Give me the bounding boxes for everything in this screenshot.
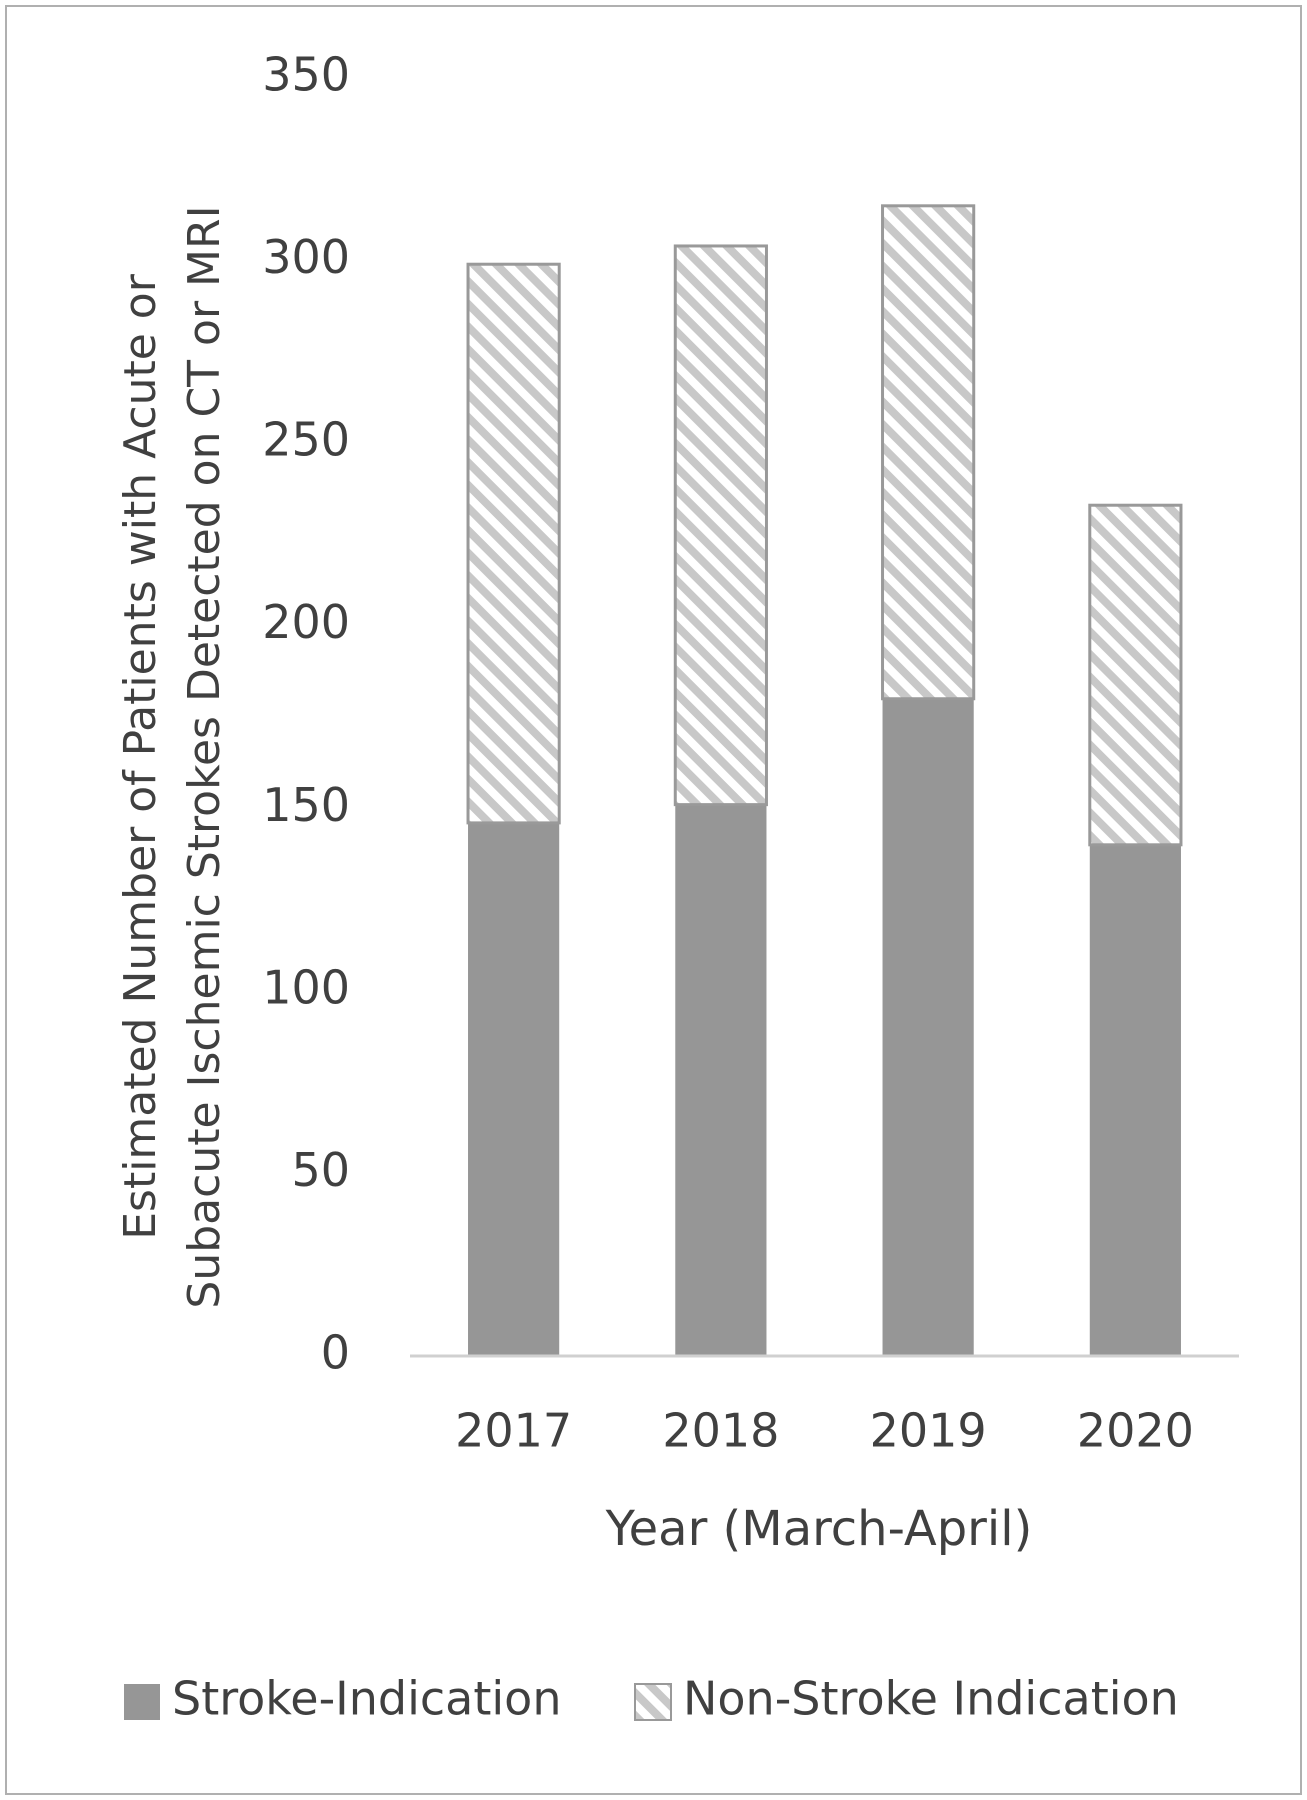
y-tick-label: 350 — [262, 48, 350, 102]
y-tick-label: 50 — [291, 1143, 350, 1197]
legend-swatch — [634, 1683, 672, 1721]
x-axis-title: Year (March-April) — [605, 1501, 1033, 1557]
y-tick-label: 200 — [262, 595, 350, 649]
bar-segment — [882, 698, 974, 1356]
y-tick-label: 250 — [262, 413, 350, 467]
legend-label: Stroke-Indication — [172, 1672, 561, 1726]
legend-label: Non-Stroke Indication — [683, 1672, 1179, 1726]
y-axis-title: Subacute Ischemic Strokes Detected on CT… — [179, 205, 230, 1308]
frame — [5, 5, 1302, 1795]
bar-segment — [675, 804, 767, 1356]
y-tick-label: 150 — [262, 778, 350, 832]
bar-segment — [466, 262, 561, 825]
bar-segment — [468, 822, 560, 1356]
y-tick-label: 0 — [321, 1326, 350, 1380]
y-tick-label: 100 — [262, 960, 350, 1014]
legend-swatch — [124, 1684, 160, 1720]
bar-segment — [673, 244, 768, 807]
bar-segment — [881, 204, 976, 701]
bar-segment — [1089, 844, 1181, 1356]
x-tick-label: 2017 — [455, 1404, 572, 1458]
bar-segment — [1088, 503, 1183, 847]
x-tick-label: 2018 — [662, 1404, 779, 1458]
y-tick-label: 300 — [262, 230, 350, 284]
x-tick-label: 2020 — [1077, 1404, 1194, 1458]
x-tick-label: 2019 — [870, 1404, 987, 1458]
y-axis-title: Estimated Number of Patients with Acute … — [115, 273, 166, 1239]
